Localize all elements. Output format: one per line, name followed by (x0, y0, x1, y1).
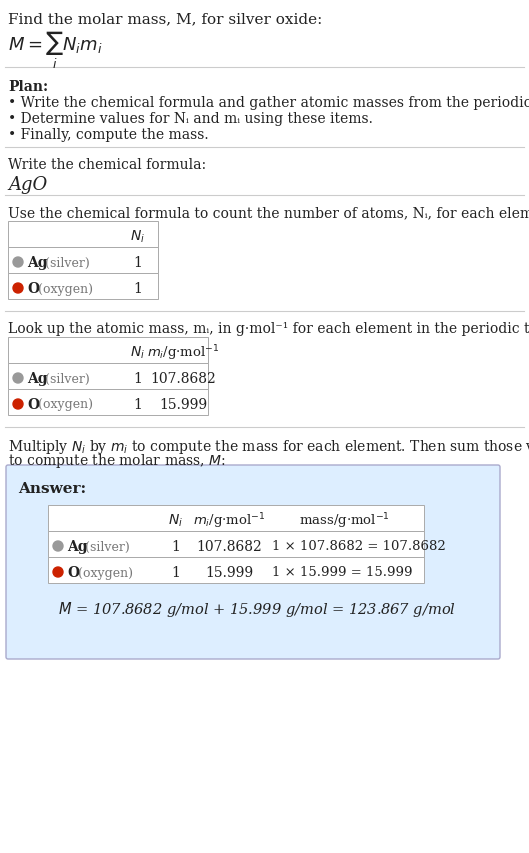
Text: Look up the atomic mass, mᵢ, in g·mol⁻¹ for each element in the periodic table:: Look up the atomic mass, mᵢ, in g·mol⁻¹ … (8, 322, 529, 335)
Text: (oxygen): (oxygen) (34, 282, 93, 295)
Bar (48, 557, 424, 583)
Text: (silver): (silver) (81, 540, 130, 553)
Text: 107.8682: 107.8682 (196, 539, 262, 554)
Bar (8, 363, 208, 390)
Text: Plan:: Plan: (8, 80, 48, 94)
Text: 1: 1 (133, 372, 142, 386)
Text: 1 × 107.8682 = 107.8682: 1 × 107.8682 = 107.8682 (272, 540, 446, 553)
Text: mass/g·mol$^{-1}$: mass/g·mol$^{-1}$ (298, 511, 389, 531)
Text: Use the chemical formula to count the number of atoms, Nᵢ, for each element:: Use the chemical formula to count the nu… (8, 206, 529, 220)
Text: to compute the molar mass, $M$:: to compute the molar mass, $M$: (8, 451, 226, 469)
Text: Multiply $N_i$ by $m_i$ to compute the mass for each element. Then sum those val: Multiply $N_i$ by $m_i$ to compute the m… (8, 438, 529, 456)
Text: (oxygen): (oxygen) (74, 566, 133, 579)
Bar (8, 274, 158, 299)
Bar (8, 222, 158, 247)
Text: 107.8682: 107.8682 (150, 372, 216, 386)
Text: (silver): (silver) (41, 372, 90, 385)
Text: O: O (27, 281, 39, 296)
Text: $N_i$: $N_i$ (131, 345, 145, 361)
Text: • Finally, compute the mass.: • Finally, compute the mass. (8, 128, 208, 142)
Bar (8, 390, 208, 415)
Text: 1 × 15.999 = 15.999: 1 × 15.999 = 15.999 (272, 566, 413, 579)
Text: Answer:: Answer: (18, 481, 86, 496)
Circle shape (13, 258, 23, 268)
Text: (silver): (silver) (41, 256, 90, 270)
Text: 1: 1 (133, 281, 142, 296)
Text: 1: 1 (171, 566, 180, 579)
Text: $m_i$/g·mol$^{-1}$: $m_i$/g·mol$^{-1}$ (147, 343, 220, 363)
Text: Find the molar mass, M, for silver oxide:: Find the molar mass, M, for silver oxide… (8, 12, 322, 26)
Text: 1: 1 (133, 397, 142, 411)
Text: 1: 1 (133, 256, 142, 270)
Text: • Determine values for Nᵢ and mᵢ using these items.: • Determine values for Nᵢ and mᵢ using t… (8, 112, 373, 126)
Circle shape (13, 374, 23, 384)
Text: 15.999: 15.999 (159, 397, 207, 411)
Text: (oxygen): (oxygen) (34, 398, 93, 411)
Bar (8, 338, 208, 363)
Text: 15.999: 15.999 (205, 566, 253, 579)
Text: Ag: Ag (27, 372, 48, 386)
Text: $m_i$/g·mol$^{-1}$: $m_i$/g·mol$^{-1}$ (193, 511, 266, 531)
Text: O: O (67, 566, 79, 579)
FancyBboxPatch shape (6, 466, 500, 659)
Text: 1: 1 (171, 539, 180, 554)
Text: $M = \sum_i N_i m_i$: $M = \sum_i N_i m_i$ (8, 30, 103, 71)
Text: Ag: Ag (67, 539, 87, 554)
Bar (8, 247, 158, 274)
Text: $N_i$: $N_i$ (168, 512, 184, 529)
Circle shape (13, 399, 23, 409)
Text: Write the chemical formula:: Write the chemical formula: (8, 158, 206, 171)
Circle shape (13, 284, 23, 293)
Text: • Write the chemical formula and gather atomic masses from the periodic table.: • Write the chemical formula and gather … (8, 96, 529, 110)
Circle shape (53, 542, 63, 551)
Text: AgO: AgO (8, 176, 47, 194)
Bar (48, 506, 424, 531)
Text: Ag: Ag (27, 256, 48, 270)
Text: O: O (27, 397, 39, 411)
Circle shape (53, 567, 63, 577)
Text: $M$ = 107.8682 g/mol + 15.999 g/mol = 123.867 g/mol: $M$ = 107.8682 g/mol + 15.999 g/mol = 12… (58, 600, 456, 618)
Bar (48, 531, 424, 557)
Text: $N_i$: $N_i$ (131, 229, 145, 245)
